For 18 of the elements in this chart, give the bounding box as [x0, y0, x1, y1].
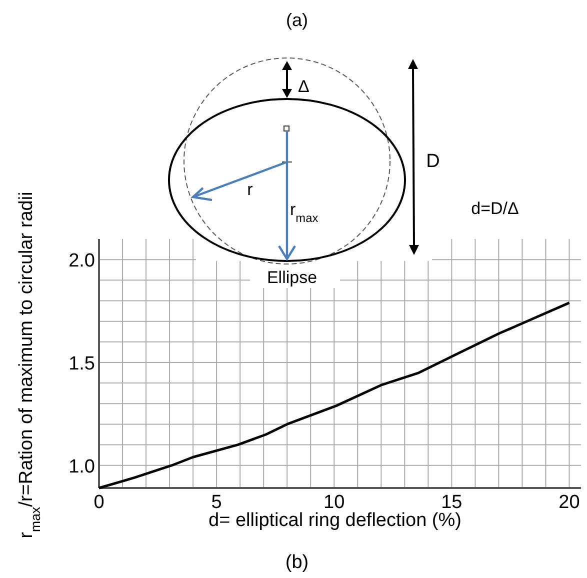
x-tick-label: 0	[94, 492, 104, 513]
y-tick-label: 1.5	[68, 353, 95, 374]
x-tick-label: 20	[558, 492, 580, 513]
text: (a)	[286, 10, 308, 30]
annotation: Ellipse	[266, 268, 318, 287]
y-tick-label: 1.0	[68, 456, 95, 478]
text: d=D/Δ	[471, 199, 519, 218]
text: D	[426, 151, 440, 172]
x-tick-label: 10	[324, 492, 345, 513]
text: r$_{max}$	[290, 200, 318, 225]
text: r	[247, 180, 254, 199]
x-tick-label: 15	[441, 492, 462, 513]
text: Δ	[298, 77, 310, 96]
line-series	[98, 302, 570, 490]
x-axis-title: d= elliptical ring deflection (%)	[208, 510, 462, 531]
x-tick-label: 5	[211, 492, 222, 513]
text: (b)	[285, 552, 309, 573]
y-tick-label: 2.0	[68, 250, 95, 272]
